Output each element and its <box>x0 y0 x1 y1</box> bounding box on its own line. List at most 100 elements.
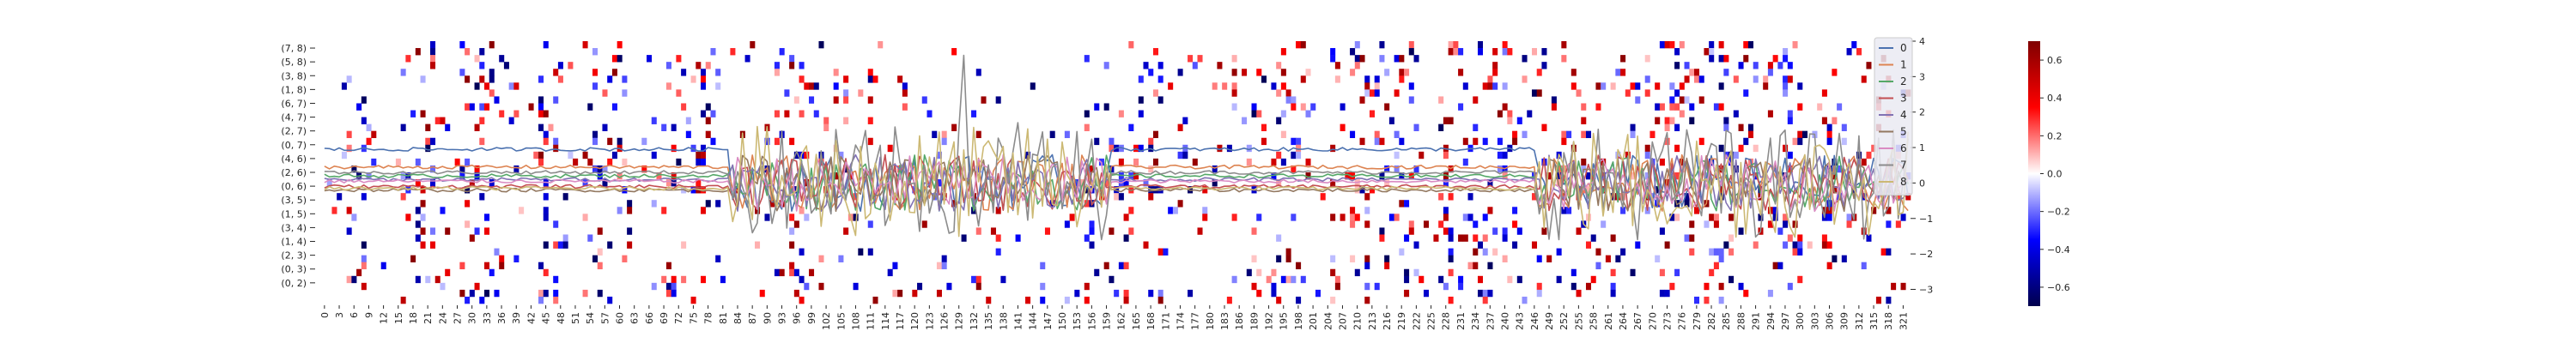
heatmap-cell <box>1334 75 1340 83</box>
heatmap-cell <box>1718 41 1724 49</box>
heatmap-cell <box>341 82 347 90</box>
column-tick-label: 225 <box>1426 312 1437 330</box>
heatmap-cell <box>474 282 480 291</box>
heatmap-cell <box>484 82 490 90</box>
heatmap-cell <box>1689 248 1695 256</box>
heatmap-cell <box>990 227 996 235</box>
column-tick-label: 240 <box>1499 312 1510 330</box>
heatmap-cell <box>1359 96 1365 104</box>
heatmap-cell <box>1581 130 1587 139</box>
heatmap-cell <box>1718 103 1724 111</box>
heatmap-cell <box>1871 207 1877 214</box>
heatmap-cell <box>681 103 687 111</box>
heatmap-cell <box>1443 117 1449 124</box>
heatmap-cell <box>1546 172 1552 180</box>
heatmap-cell <box>592 82 598 90</box>
heatmap-cell <box>1581 103 1587 111</box>
heatmap-cell <box>1261 137 1267 146</box>
column-tick-label: 321 <box>1898 312 1909 330</box>
heatmap-cell <box>1212 82 1218 90</box>
heatmap-cell <box>1458 275 1464 284</box>
heatmap-cell <box>1502 255 1508 262</box>
row-tick-label: (5, 8) <box>281 57 307 68</box>
heatmap-cell <box>582 41 588 49</box>
row-tick-label: (1, 8) <box>281 84 307 95</box>
heatmap-cell <box>400 172 406 180</box>
heatmap-cell <box>1536 282 1542 291</box>
heatmap-cell <box>1866 234 1872 242</box>
heatmap-cell <box>1797 234 1803 242</box>
heatmap-cell <box>1251 255 1257 262</box>
heatmap-cell <box>395 158 401 166</box>
heatmap-cell <box>1743 41 1749 49</box>
heatmap-cell <box>665 262 671 270</box>
heatmap-cell <box>1669 214 1675 221</box>
heatmap-cell <box>1419 151 1425 159</box>
series-line-5 <box>324 154 1909 213</box>
column-tick-label: 111 <box>866 312 877 330</box>
heatmap-cell <box>351 214 357 221</box>
heatmap-cell <box>1684 200 1690 208</box>
heatmap-cell <box>1541 62 1547 69</box>
heatmap-cell <box>1404 200 1410 208</box>
heatmap-cell <box>1846 214 1852 221</box>
heatmap-cell <box>936 262 942 270</box>
heatmap-cell <box>1084 55 1090 63</box>
heatmap-cell <box>1103 179 1109 187</box>
heatmap-cell <box>1320 193 1326 201</box>
heatmap-cell <box>971 110 977 117</box>
heatmap-cell <box>1492 227 1498 235</box>
heatmap-cell <box>818 255 824 262</box>
heatmap-cell <box>1163 248 1169 256</box>
heatmap-cell <box>1330 55 1336 63</box>
heatmap-cell <box>774 268 780 277</box>
heatmap-cell <box>1448 117 1454 124</box>
heatmap-cell <box>1807 241 1813 249</box>
column-tick-label: 174 <box>1175 312 1186 330</box>
heatmap-cell <box>1064 130 1070 139</box>
heatmap-cell <box>1276 62 1282 69</box>
heatmap-cell <box>1669 41 1675 49</box>
heatmap-cell <box>1285 89 1291 97</box>
heatmap-cell <box>1693 75 1700 83</box>
heatmap-cell <box>430 55 436 63</box>
heatmap-cell <box>1713 262 1719 270</box>
heatmap-cell <box>1280 82 1286 90</box>
legend-label: 0 <box>1900 42 1907 54</box>
heatmap-cell <box>1374 137 1380 146</box>
heatmap-cell <box>1222 82 1228 90</box>
heatmap-cell <box>1709 41 1715 49</box>
colorbar-gradient <box>2028 41 2040 306</box>
heatmap-cell <box>454 158 460 166</box>
heatmap-cell <box>1787 165 1793 173</box>
heatmap-cell <box>1084 296 1090 304</box>
heatmap-cell <box>1763 75 1769 83</box>
heatmap-cell <box>1340 103 1346 111</box>
heatmap-cell <box>941 137 947 146</box>
heatmap-cell <box>1718 282 1724 291</box>
heatmap-cell <box>489 75 495 83</box>
heatmap-cell <box>715 255 721 262</box>
heatmap-cell <box>1684 193 1690 201</box>
heatmap-cell <box>793 96 799 104</box>
right-tick-label: 0 <box>1919 178 1925 189</box>
heatmap-cell <box>538 103 544 111</box>
heatmap-cell <box>1783 89 1789 97</box>
column-tick-label: 168 <box>1145 312 1157 330</box>
heatmap-cell <box>1718 144 1724 153</box>
heatmap-cell <box>813 82 819 90</box>
column-tick-label: 213 <box>1367 312 1378 330</box>
heatmap-cell <box>1753 241 1759 249</box>
heatmap-cell <box>1620 69 1626 76</box>
heatmap-cell <box>1458 282 1464 291</box>
heatmap-cell <box>701 275 707 284</box>
heatmap-cell <box>1310 103 1316 111</box>
heatmap-cell <box>1522 75 1528 83</box>
right-tick-label: −2 <box>1919 249 1933 260</box>
heatmap-cell <box>1738 144 1744 153</box>
heatmap-cell <box>1350 48 1356 56</box>
heatmap-cell <box>961 234 967 242</box>
heatmap-cell <box>1502 227 1508 235</box>
heatmap-cell <box>1482 248 1488 256</box>
heatmap-cell <box>543 207 549 214</box>
